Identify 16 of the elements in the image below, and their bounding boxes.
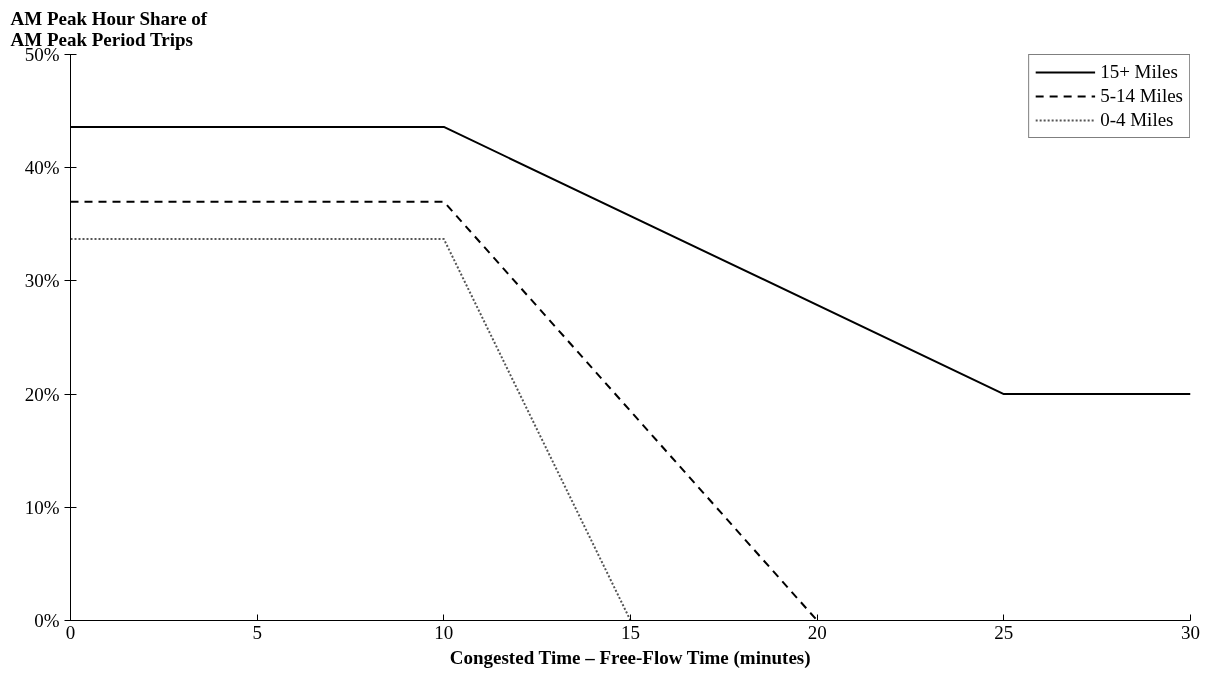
x-tick-label: 10	[434, 621, 454, 643]
x-tick-label: 5	[252, 621, 262, 643]
x-tick-label: 15	[621, 621, 640, 643]
legend-label: 0-4 Miles	[1100, 109, 1174, 131]
x-tick-label: 25	[994, 621, 1014, 643]
y-tick-label: 30%	[24, 270, 60, 292]
y-tick-label: 10%	[24, 496, 60, 518]
y-tick-label: 20%	[24, 383, 60, 405]
legend-label: 5-14 Miles	[1100, 85, 1183, 107]
x-tick-label: 30	[1181, 621, 1200, 643]
x-tick-label: 0	[65, 621, 76, 643]
x-tick-label: 20	[807, 621, 827, 643]
y-tick-label: 0%	[34, 610, 60, 631]
y-tick-label: 40%	[24, 157, 60, 179]
x-axis-title: Congested Time – Free-Flow Time (minutes)	[449, 646, 811, 669]
legend-label: 15+ Miles	[1100, 61, 1178, 83]
